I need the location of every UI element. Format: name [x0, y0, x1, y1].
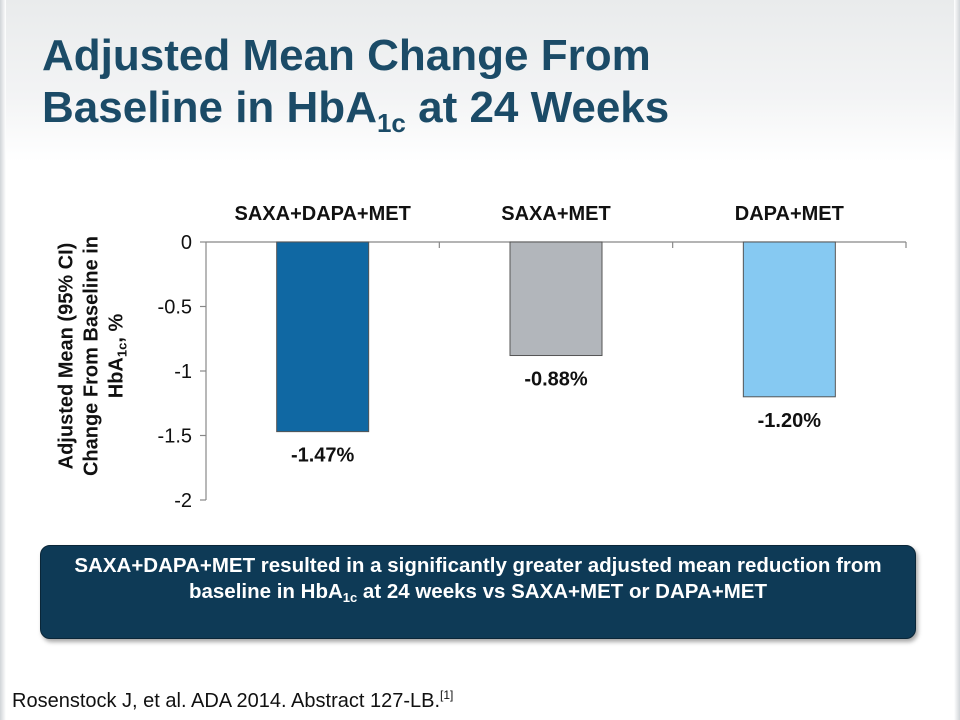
- y-axis-label-line-3-post: , %: [105, 313, 128, 343]
- title-line-1: Adjusted Mean Change From: [42, 31, 651, 80]
- category-label: DAPA+MET: [735, 203, 844, 225]
- y-axis-label-line-3-pre: HbA: [105, 357, 128, 399]
- bar: [742, 241, 836, 398]
- callout-text-pre: SAXA+DAPA+MET resulted in a significantl…: [74, 554, 882, 603]
- bar: [276, 241, 370, 433]
- category-label: SAXA+MET: [501, 203, 610, 225]
- header-band: [0, 0, 960, 162]
- slide-edge-left: [0, 0, 6, 720]
- category-label: SAXA+DAPA+MET: [235, 203, 411, 225]
- callout-text-post: at 24 weeks vs SAXA+MET or DAPA+MET: [357, 580, 767, 603]
- data-label: -1.20%: [758, 410, 822, 432]
- title-line-2: Baseline in HbA1c at 24 Weeks: [42, 82, 922, 136]
- callout-subscript: 1c: [342, 590, 358, 605]
- y-tick-label: -2: [174, 490, 192, 512]
- bar: [509, 241, 603, 357]
- slide-title: Adjusted Mean Change From Baseline in Hb…: [42, 30, 922, 136]
- data-label: -1.47%: [291, 445, 355, 467]
- y-axis-label-line-2: Change From Baseline in: [80, 235, 103, 477]
- y-axis-label-line-3: HbA1c, %: [105, 196, 130, 516]
- y-tick-label: 0: [181, 232, 192, 254]
- y-axis-label: Adjusted Mean (95% CI) Change From Basel…: [55, 196, 130, 516]
- y-axis-label-subscript: 1c: [114, 342, 130, 358]
- y-axis-label-line-1: Adjusted Mean (95% CI): [55, 242, 78, 470]
- y-tick-label: -1: [174, 361, 192, 383]
- title-line-2-pre: Baseline in HbA: [42, 83, 377, 132]
- citation: Rosenstock J, et al. ADA 2014. Abstract …: [12, 688, 454, 713]
- data-label: -0.88%: [524, 369, 588, 391]
- y-tick-label: -1.5: [158, 426, 192, 448]
- conclusion-callout: SAXA+DAPA+MET resulted in a significantl…: [40, 545, 916, 639]
- citation-text: Rosenstock J, et al. ADA 2014. Abstract …: [12, 690, 441, 712]
- y-tick-label: -0.5: [158, 297, 192, 319]
- title-line-2-post: at 24 Weeks: [405, 83, 670, 132]
- title-subscript: 1c: [376, 108, 406, 138]
- citation-reference: [1]: [440, 688, 454, 702]
